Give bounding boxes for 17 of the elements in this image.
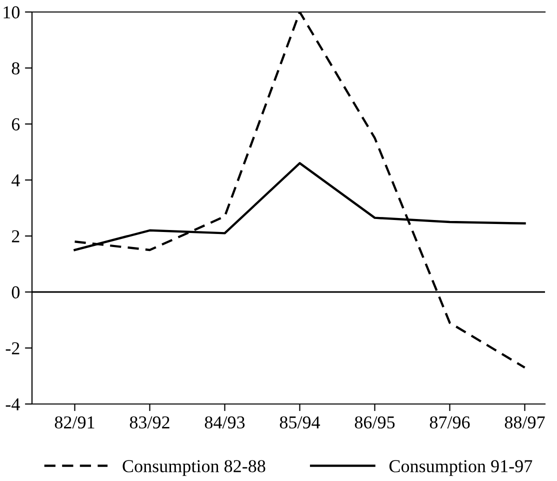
x-tick-label: 82/91 — [54, 416, 94, 429]
x-tick-label: 85/94 — [280, 416, 320, 429]
x-tick-label: 87/96 — [430, 416, 470, 429]
y-tick-label: 0 — [12, 286, 20, 298]
x-tick-label: 86/95 — [354, 416, 395, 429]
y-tick-label: 10 — [4, 6, 20, 18]
x-tick-label: 83/92 — [130, 416, 170, 429]
x-tick-label: 84/93 — [204, 416, 245, 429]
y-tick-label: 2 — [12, 230, 20, 242]
y-tick-label: 8 — [12, 62, 20, 74]
legend-label: Consumption 91-97 — [389, 460, 532, 476]
y-tick-label: 4 — [12, 174, 20, 186]
legend-label: Consumption 82-88 — [122, 460, 266, 476]
y-tick-label: -4 — [6, 398, 20, 410]
x-tick-label: 88/97 — [504, 416, 545, 429]
y-tick-label: 6 — [12, 118, 20, 130]
y-tick-label: -2 — [6, 342, 20, 354]
